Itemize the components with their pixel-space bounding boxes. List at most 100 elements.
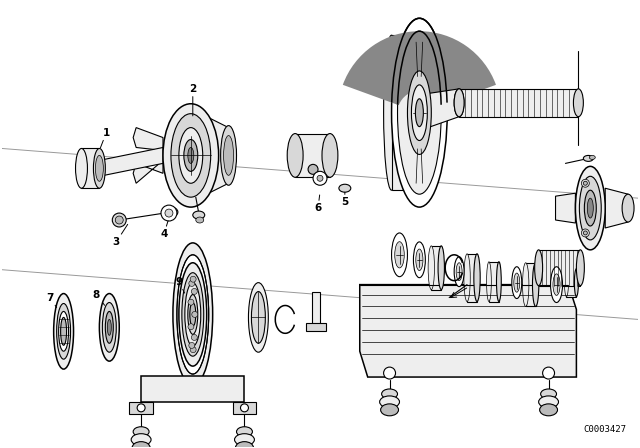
Circle shape [188, 299, 194, 305]
Ellipse shape [173, 243, 212, 386]
Polygon shape [489, 262, 499, 302]
Ellipse shape [179, 263, 207, 366]
Ellipse shape [553, 274, 560, 295]
Circle shape [192, 311, 198, 318]
Polygon shape [81, 148, 99, 188]
Ellipse shape [512, 267, 522, 298]
Circle shape [543, 367, 554, 379]
Text: 9: 9 [175, 277, 184, 293]
Ellipse shape [188, 294, 198, 334]
Circle shape [137, 404, 145, 412]
Ellipse shape [564, 269, 568, 297]
Ellipse shape [61, 318, 67, 345]
Text: 6: 6 [314, 195, 322, 213]
Ellipse shape [577, 250, 584, 286]
Text: 8: 8 [93, 289, 104, 305]
Polygon shape [295, 134, 330, 177]
Polygon shape [99, 147, 163, 177]
Ellipse shape [106, 311, 113, 343]
Ellipse shape [93, 148, 106, 188]
Ellipse shape [380, 396, 399, 408]
Ellipse shape [579, 177, 601, 240]
Bar [312, 292, 320, 326]
Ellipse shape [454, 257, 464, 287]
Ellipse shape [497, 262, 501, 302]
Circle shape [190, 347, 196, 353]
Ellipse shape [99, 293, 119, 361]
Text: C0003427: C0003427 [583, 425, 626, 434]
Ellipse shape [221, 125, 237, 185]
Ellipse shape [454, 89, 464, 116]
Polygon shape [467, 254, 477, 302]
Ellipse shape [412, 85, 428, 141]
Circle shape [165, 209, 173, 217]
Ellipse shape [133, 427, 149, 437]
Polygon shape [556, 193, 575, 223]
Polygon shape [209, 118, 228, 193]
Text: 2: 2 [189, 84, 196, 116]
Ellipse shape [413, 242, 426, 278]
Ellipse shape [514, 273, 520, 292]
Polygon shape [232, 402, 257, 414]
Ellipse shape [438, 246, 444, 289]
Ellipse shape [54, 293, 74, 369]
Ellipse shape [102, 302, 116, 352]
Ellipse shape [392, 233, 408, 277]
Circle shape [313, 171, 327, 185]
Ellipse shape [540, 404, 557, 416]
Text: 7: 7 [46, 293, 57, 307]
Polygon shape [133, 128, 163, 151]
Circle shape [241, 404, 248, 412]
Circle shape [583, 181, 588, 185]
Circle shape [191, 335, 197, 340]
Ellipse shape [163, 104, 219, 207]
Ellipse shape [164, 207, 178, 217]
Ellipse shape [622, 194, 634, 222]
Ellipse shape [575, 166, 605, 250]
Polygon shape [141, 376, 244, 402]
Ellipse shape [522, 263, 529, 306]
Ellipse shape [486, 262, 492, 302]
Text: 4: 4 [160, 221, 168, 239]
Ellipse shape [184, 139, 198, 171]
Polygon shape [133, 160, 163, 183]
Ellipse shape [381, 389, 397, 399]
Ellipse shape [177, 255, 209, 374]
Ellipse shape [392, 18, 447, 207]
Ellipse shape [190, 302, 196, 326]
Ellipse shape [532, 263, 539, 306]
Ellipse shape [236, 442, 253, 448]
Ellipse shape [550, 267, 563, 302]
Circle shape [112, 213, 126, 227]
Wedge shape [343, 31, 496, 105]
Polygon shape [419, 89, 459, 130]
Bar [306, 323, 326, 332]
Ellipse shape [428, 246, 435, 289]
Ellipse shape [456, 263, 462, 280]
Ellipse shape [132, 442, 150, 448]
Ellipse shape [381, 404, 399, 416]
Ellipse shape [588, 198, 593, 218]
Ellipse shape [108, 319, 111, 335]
Ellipse shape [185, 283, 201, 346]
Circle shape [317, 175, 323, 181]
Ellipse shape [541, 389, 557, 399]
Polygon shape [539, 250, 580, 286]
Ellipse shape [474, 254, 480, 302]
Ellipse shape [534, 250, 543, 286]
Circle shape [581, 229, 589, 237]
Ellipse shape [196, 217, 204, 223]
Ellipse shape [464, 254, 470, 302]
Polygon shape [431, 246, 441, 289]
Polygon shape [605, 188, 630, 228]
Text: 3: 3 [113, 224, 127, 247]
Ellipse shape [575, 269, 579, 297]
Circle shape [383, 367, 396, 379]
Ellipse shape [383, 35, 399, 190]
Polygon shape [129, 402, 153, 414]
Ellipse shape [95, 155, 103, 181]
Ellipse shape [415, 99, 423, 127]
Ellipse shape [397, 31, 441, 194]
Ellipse shape [131, 434, 151, 446]
Ellipse shape [322, 134, 338, 177]
